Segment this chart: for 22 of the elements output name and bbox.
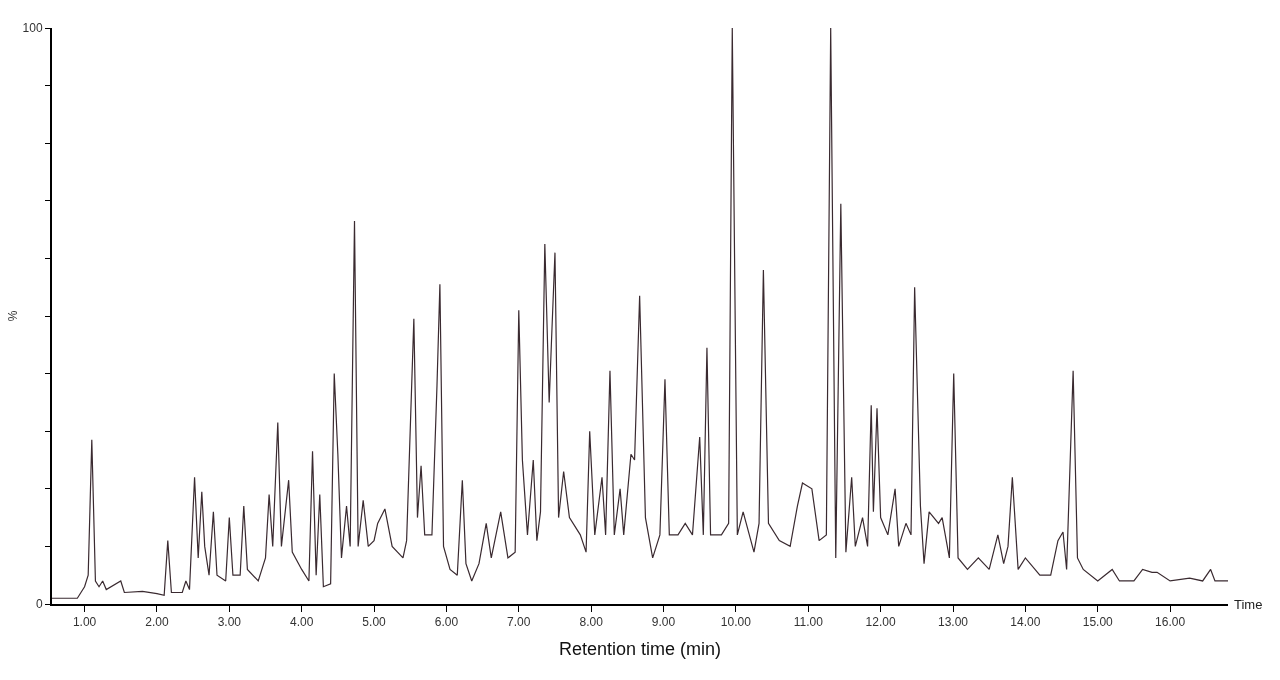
x-tick-label: 2.00 <box>145 615 169 630</box>
x-tick-label: 1.00 <box>72 615 97 630</box>
y-tick-label: 100 <box>22 21 43 36</box>
x-tick-label: 14.00 <box>1010 615 1041 630</box>
text: Time <box>1234 597 1263 612</box>
x-axis-title: Retention time (min) <box>558 639 722 659</box>
x-tick-label: 9.00 <box>651 615 676 630</box>
x-tick-label: 3.00 <box>217 615 242 630</box>
line-series <box>52 28 1228 599</box>
y-tick-label: 0 <box>35 597 43 612</box>
x-tick-label: 15.00 <box>1082 615 1114 630</box>
x-tick-label: 13.00 <box>937 615 969 630</box>
x-tick-label: 10.00 <box>720 615 752 630</box>
x-tick-label: 6.00 <box>434 615 459 630</box>
x-tick-label: 16.00 <box>1155 615 1186 630</box>
x-tick-label: 4.00 <box>289 615 314 630</box>
x-tick-label: 11.00 <box>793 615 824 630</box>
x-tick-label: 7.00 <box>507 615 531 630</box>
y-axis-title: % <box>6 310 21 322</box>
x-tick-label: 12.00 <box>865 615 896 630</box>
x-tick-label: 5.00 <box>362 615 387 630</box>
x-tick-label: 8.00 <box>579 615 604 630</box>
